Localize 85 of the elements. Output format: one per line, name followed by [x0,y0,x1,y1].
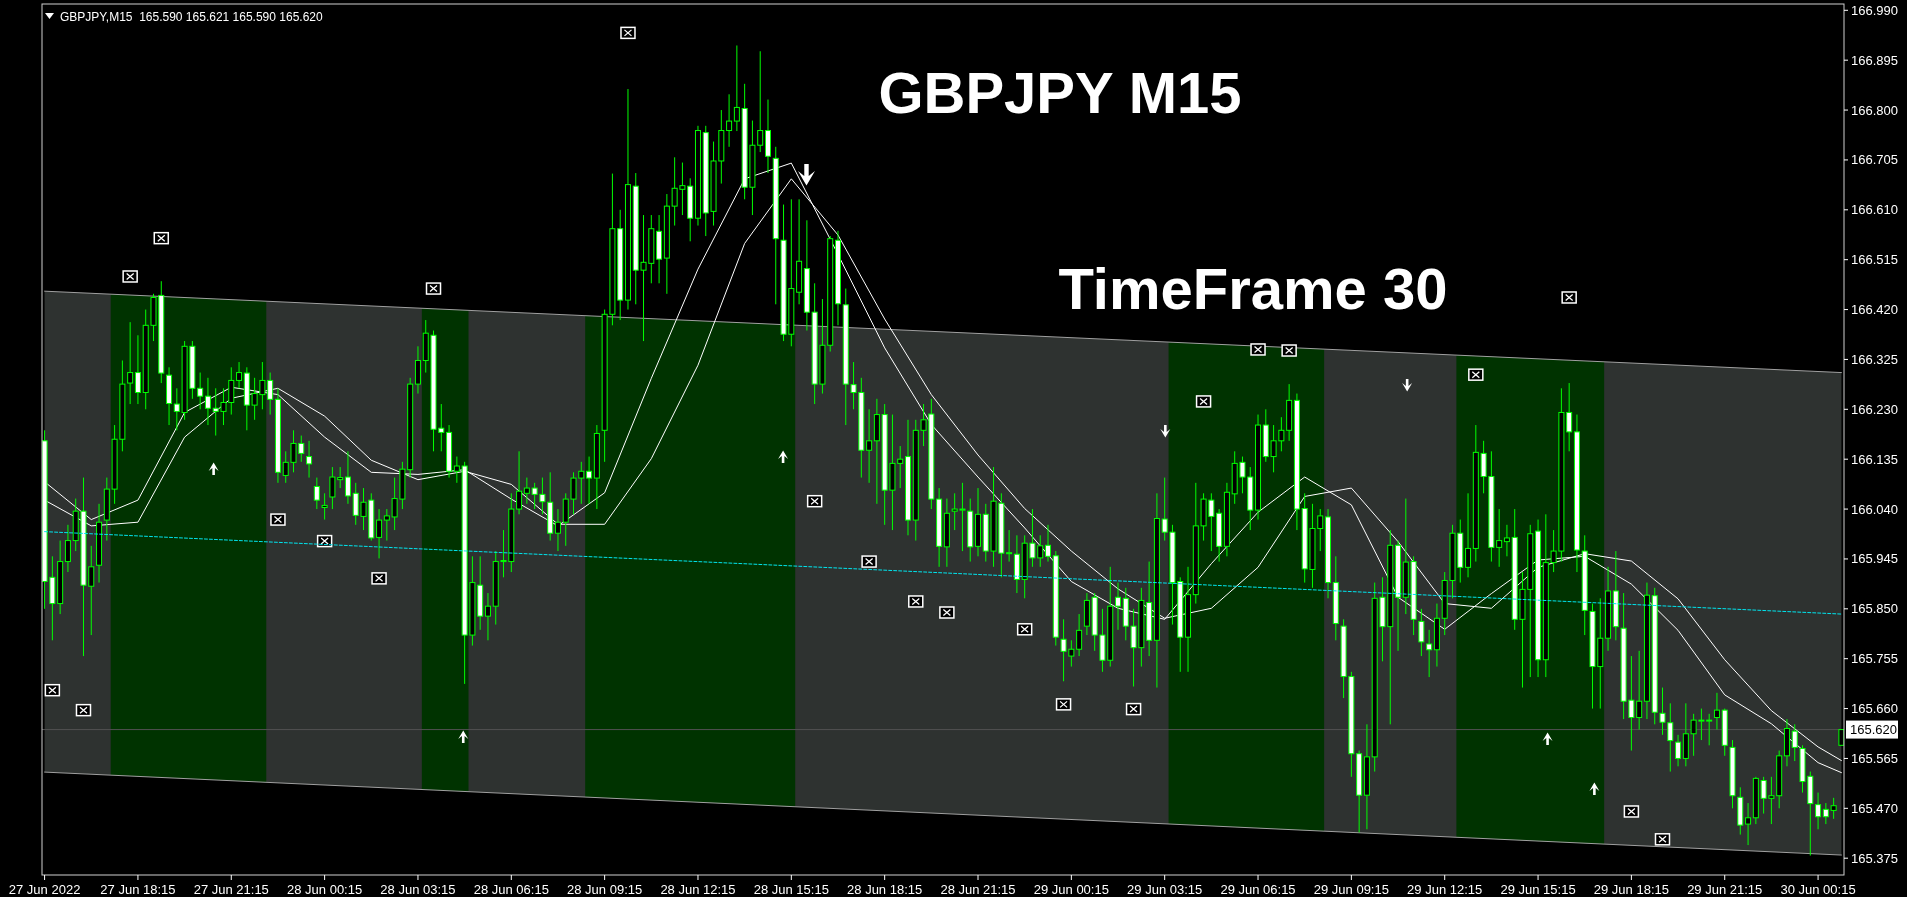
y-tick-label: 166.135 [1851,451,1898,467]
x-tick-label: 29 Jun 09:15 [1313,881,1389,897]
point [1195,395,1212,408]
candlestick [1045,524,1052,563]
x-tick-label: 28 Jun 03:15 [380,881,456,897]
y-tick-label: 166.610 [1851,202,1898,218]
x-tick-label: 27 Jun 18:15 [100,881,176,897]
point [1016,623,1033,636]
y-tick-label: 165.565 [1851,750,1898,766]
x-tick-label: 29 Jun 00:15 [1033,881,1109,897]
candlestick [321,492,328,521]
candlestick [236,361,243,389]
candlestick [1418,608,1425,657]
candlestick [1503,524,1510,557]
point [806,494,823,508]
y-tick-label: 166.895 [1851,52,1898,68]
x-tick-label: 27 Jun 2022 [8,881,81,897]
annotation: TimeFrame 30 [1058,255,1448,321]
candlestick [1115,582,1122,631]
point [316,534,333,548]
candlestick [344,450,351,505]
annotation: GBPJPY M15 [878,59,1242,125]
x-tick-label: 29 Jun 18:15 [1593,881,1669,897]
point [75,703,92,717]
y-tick-label: 166.420 [1851,302,1898,318]
candlestick [1815,792,1822,830]
candlestick [516,450,523,515]
point [1281,344,1297,357]
candlestick [586,456,593,505]
candlestick [64,524,71,573]
x-tick-label: 29 Jun 12:15 [1407,881,1483,897]
candlestick [726,93,733,148]
point [153,231,170,245]
y-tick-label: 165.660 [1851,701,1898,717]
x-tick-label: 28 Jun 18:15 [847,881,923,897]
y-tick-label: 166.325 [1851,351,1898,367]
x-tick-label: 29 Jun 21:15 [1687,881,1763,897]
y-tick-label: 166.800 [1851,102,1898,118]
x-tick-label: 29 Jun 15:15 [1500,881,1576,897]
y-tick-label: 166.230 [1851,401,1898,417]
candlestick [733,44,740,132]
candlestick [484,592,491,641]
x-tick-label: 28 Jun 09:15 [567,881,643,897]
x-tick-label: 27 Jun 21:15 [193,881,269,897]
candlestick [1076,613,1083,657]
y-tick-label: 166.040 [1851,501,1898,517]
x-tick-label: 29 Jun 03:15 [1127,881,1203,897]
y-tick-label: 165.755 [1851,651,1898,667]
candlestick [866,408,873,484]
x-tick-label: 28 Jun 00:15 [287,881,363,897]
point [1623,805,1640,818]
x-tick-label: 28 Jun 15:15 [753,881,829,897]
x-tick-label: 30 Jun 00:15 [1780,881,1856,897]
candlestick [204,377,211,426]
x-tick-label: 28 Jun 06:15 [473,881,549,897]
candlestick [1465,492,1472,578]
candlestick [134,334,141,405]
x-tick-label: 28 Jun 12:15 [660,881,736,897]
x-tick-label: 29 Jun 06:15 [1220,881,1296,897]
y-tick-label: 165.850 [1851,601,1898,617]
point [1125,702,1142,716]
candlestick [376,508,383,559]
candlestick [1006,529,1013,563]
y-tick-label: 165.470 [1851,800,1898,816]
point [44,683,61,697]
candlestick [414,345,421,395]
candlestick [554,508,561,552]
candlestick [1745,802,1752,846]
y-tick-label: 166.515 [1851,252,1898,268]
x-tick-label: 28 Jun 21:15 [940,881,1016,897]
candlestick [1675,734,1682,767]
y-tick-label: 166.990 [1851,2,1898,18]
candlestick [313,477,320,510]
candlestick [1426,629,1433,678]
text: GBPJPY,M15 165.590 165.621 165.590 165.620 [60,10,323,24]
point [1468,368,1484,381]
point [1654,833,1671,846]
ref-line-label: 165.620 [1850,722,1897,738]
point [908,595,924,608]
y-tick-label: 165.945 [1851,551,1898,567]
candlestick [1713,692,1720,731]
y-tick-label: 165.375 [1851,850,1898,866]
point [1055,698,1072,711]
y-tick-label: 166.705 [1851,152,1898,168]
candlestick [306,440,313,479]
